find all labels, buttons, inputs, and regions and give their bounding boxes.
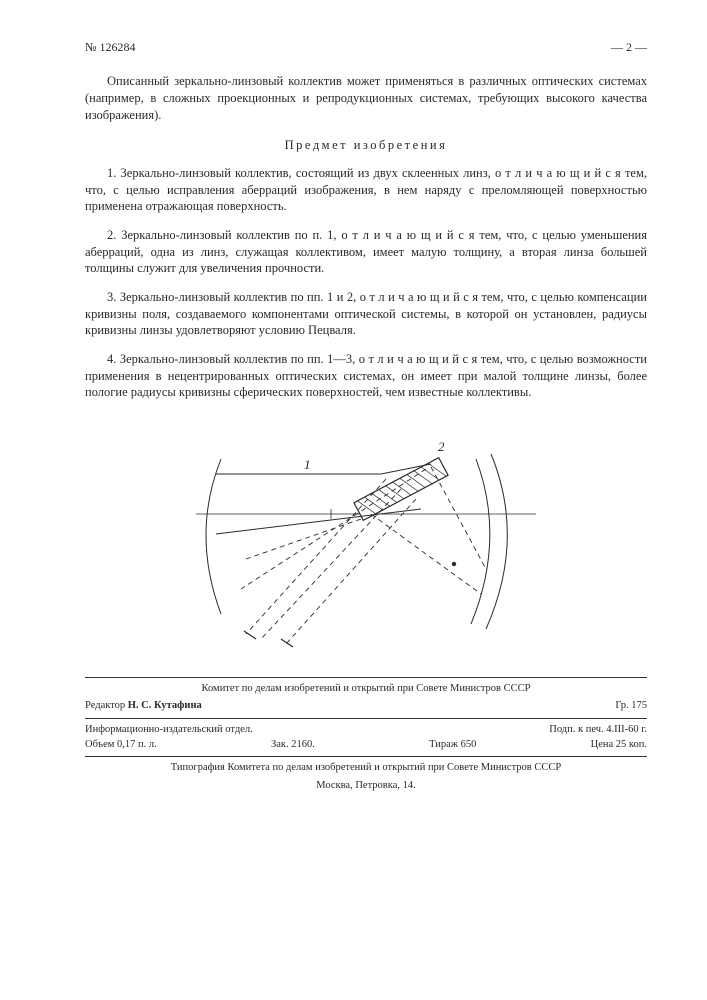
claim-2: 2. Зеркально-линзовый коллектив по п. 1,… [85,227,647,277]
intro-paragraph: Описанный зеркально-линзовый коллектив м… [85,73,647,124]
typography-line: Типография Комитета по делам изобретений… [85,761,647,776]
editor-line: Редактор Н. С. Кутафина [85,699,202,714]
group-number: Гр. 175 [615,699,647,714]
claim-1: 1. Зеркально-линзовый коллектив, состоящ… [85,165,647,215]
imprint-footer: Комитет по делам изобретений и открытий … [85,677,647,794]
address-line: Москва, Петровка, 14. [85,779,647,794]
price-line: Цена 25 коп. [591,738,647,753]
committee-line: Комитет по делам изобретений и открытий … [85,682,647,697]
claim-4: 4. Зеркально-линзовый коллектив по пп. 1… [85,351,647,401]
doc-number: № 126284 [85,40,135,55]
claim-3: 3. Зеркально-линзовый коллектив по пп. 1… [85,289,647,339]
diagram-label-1: 1 [304,457,311,472]
diagram-label-2: 2 [438,439,445,454]
page-header: № 126284 — 2 — [85,40,647,55]
page-number: — 2 — [611,40,647,55]
optical-diagram: 1 2 [186,419,546,649]
order-line: Зак. 2160. [271,738,315,753]
tirage-line: Тираж 650 [429,738,476,753]
dept-line: Информационно-издательский отдел. [85,723,253,738]
signed-date: Подп. к печ. 4.III-60 г. [549,723,647,738]
section-title: Предмет изобретения [85,138,647,153]
volume-line: Объем 0,17 п. л. [85,738,157,753]
